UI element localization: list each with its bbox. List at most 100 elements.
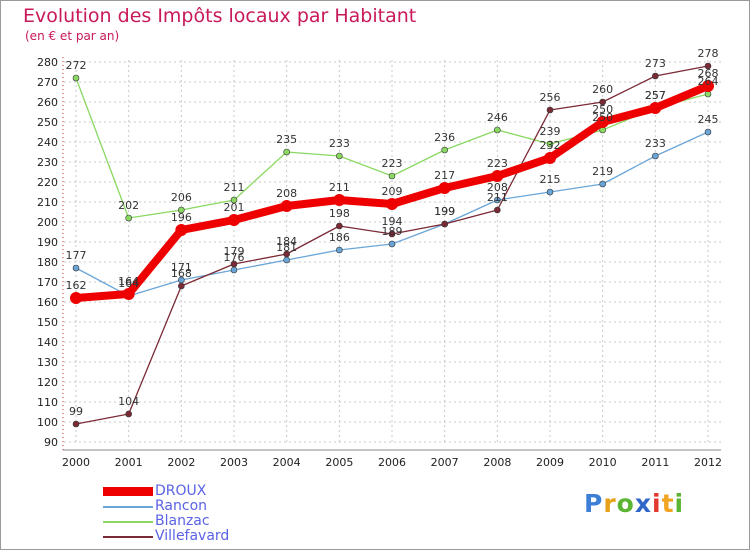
legend-label-villefavard: Villefavard <box>155 528 230 544</box>
data-point-droux <box>544 152 556 164</box>
data-label-blanzac: 206 <box>171 191 192 204</box>
y-tick-label: 210 <box>37 196 58 209</box>
data-point-droux <box>491 170 504 182</box>
data-point-rancon <box>283 256 290 264</box>
data-label-rancon: 199 <box>434 205 455 218</box>
data-point-blanzac <box>178 206 185 214</box>
x-tick-label: 2007 <box>431 456 459 469</box>
data-label-rancon: 164 <box>118 277 139 290</box>
x-tick-label: 2001 <box>115 456 143 469</box>
logo-letter: r <box>603 489 617 518</box>
logo-letter: t <box>661 489 675 518</box>
data-point-villefavard <box>178 282 185 290</box>
data-point-droux <box>280 200 293 212</box>
data-point-droux <box>438 182 451 194</box>
y-tick-label: 230 <box>37 156 58 169</box>
data-point-blanzac <box>441 146 448 154</box>
legend-swatch-droux <box>103 487 153 496</box>
proxiti-logo: Proxiti <box>584 489 684 518</box>
y-tick-label: 110 <box>37 396 58 409</box>
data-point-rancon <box>494 196 501 204</box>
data-label-droux: 164 <box>118 275 139 288</box>
data-point-villefavard <box>125 410 132 418</box>
data-label-villefavard: 104 <box>118 395 139 408</box>
legend-label-rancon: Rancon <box>155 498 208 514</box>
x-tick-label: 2012 <box>694 456 722 469</box>
chart-subtitle: (en € et par an) <box>25 29 120 43</box>
data-point-blanzac <box>388 172 396 180</box>
data-point-droux <box>596 116 609 128</box>
x-tick-label: 2005 <box>325 456 353 469</box>
y-tick-label: 190 <box>37 236 58 249</box>
y-tick-label: 200 <box>37 216 58 229</box>
data-label-blanzac: 239 <box>540 125 561 138</box>
data-label-droux: 196 <box>171 211 192 224</box>
data-label-droux: 268 <box>698 67 719 80</box>
data-label-villefavard: 168 <box>171 267 192 280</box>
data-label-villefavard: 99 <box>69 405 83 418</box>
data-point-rancon <box>230 266 238 274</box>
logo-letter: x <box>634 489 652 518</box>
data-label-villefavard: 211 <box>487 191 508 204</box>
y-tick-label: 100 <box>37 416 58 429</box>
data-label-blanzac: 223 <box>382 157 403 170</box>
data-point-rancon <box>599 180 606 188</box>
chart-title: Evolution des Impôts locaux par Habitant <box>23 5 417 27</box>
data-point-villefavard <box>494 206 501 214</box>
data-point-droux <box>70 292 82 304</box>
logo-letter: i <box>674 489 685 518</box>
data-label-blanzac: 235 <box>276 133 297 146</box>
y-tick-label: 90 <box>44 436 58 449</box>
data-point-blanzac <box>125 214 132 222</box>
data-label-blanzac: 250 <box>592 111 613 124</box>
data-label-villefavard: 179 <box>224 245 245 258</box>
data-label-villefavard: 184 <box>276 235 297 248</box>
data-label-rancon: 177 <box>66 249 87 262</box>
data-label-droux: 208 <box>276 187 297 200</box>
y-tick-label: 240 <box>37 136 58 149</box>
data-label-blanzac: 236 <box>434 131 455 144</box>
data-label-droux: 201 <box>224 201 245 214</box>
x-tick-label: 2009 <box>536 456 564 469</box>
y-tick-label: 250 <box>37 116 58 129</box>
data-point-villefavard <box>652 72 659 80</box>
data-point-rancon <box>72 264 80 272</box>
data-point-blanzac <box>230 196 238 204</box>
x-tick-label: 2011 <box>641 456 669 469</box>
data-label-rancon: 186 <box>329 231 350 244</box>
data-point-rancon <box>652 152 659 160</box>
x-tick-label: 2010 <box>589 456 617 469</box>
data-label-villefavard: 278 <box>698 47 719 60</box>
x-tick-label: 2008 <box>483 456 511 469</box>
data-label-rancon: 233 <box>645 137 666 150</box>
data-label-droux: 232 <box>540 139 561 152</box>
data-label-droux: 211 <box>329 181 350 194</box>
data-point-villefavard <box>336 222 343 230</box>
data-label-droux: 223 <box>487 157 508 170</box>
data-label-droux: 217 <box>434 169 455 182</box>
data-label-villefavard: 194 <box>382 215 403 228</box>
data-point-droux <box>333 194 346 206</box>
y-tick-label: 180 <box>37 256 58 269</box>
data-point-rancon <box>388 240 396 248</box>
data-point-villefavard <box>72 420 80 428</box>
data-point-villefavard <box>230 260 238 268</box>
data-point-blanzac <box>494 126 501 134</box>
logo-letter: o <box>616 489 635 518</box>
y-tick-label: 270 <box>37 76 58 89</box>
data-label-blanzac: 202 <box>118 199 139 212</box>
data-label-blanzac: 272 <box>66 59 87 72</box>
y-tick-label: 150 <box>37 316 58 329</box>
data-point-blanzac <box>72 74 80 82</box>
data-point-villefavard <box>441 220 448 228</box>
data-label-rancon: 245 <box>698 113 719 126</box>
x-tick-label: 2002 <box>167 456 195 469</box>
data-label-blanzac: 211 <box>224 181 245 194</box>
data-point-villefavard <box>388 230 396 238</box>
data-point-villefavard <box>599 98 606 106</box>
data-point-blanzac <box>546 140 554 148</box>
data-point-droux <box>649 102 662 114</box>
data-point-droux <box>175 224 188 236</box>
y-tick-label: 220 <box>37 176 58 189</box>
